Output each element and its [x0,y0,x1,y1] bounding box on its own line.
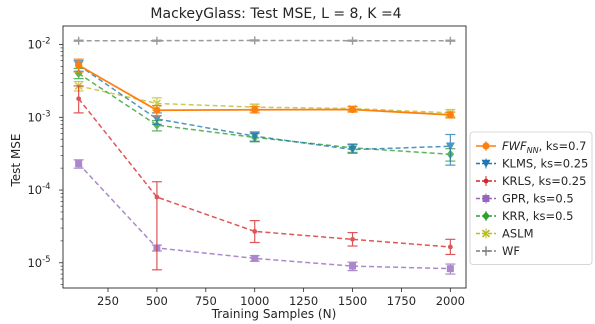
point-fwf [75,61,83,69]
point-krls [154,194,160,200]
point-gpr [349,262,357,270]
legend-label-krls: KRLS, ks=0.25 [502,174,586,188]
x-tick-label: 1250 [289,294,318,308]
axes-frame [62,25,467,289]
x-tick-label: 1750 [387,294,416,308]
legend-item-fwf: FWFNN, ks=0.7 [476,139,586,155]
legend-label-gpr: GPR, ks=0.5 [502,192,574,206]
y-axis-label: Test MSE [9,134,23,188]
x-tick-label: 500 [146,294,168,308]
point-klms [250,132,260,141]
point-fwf [446,111,454,119]
y-tick-label: 10-3 [27,109,50,124]
series-line-gpr [78,163,451,270]
point-klms [348,145,358,154]
legend-marker-klms [481,159,491,168]
x-tick-label: 750 [195,294,217,308]
legend-marker-krls [483,178,489,184]
series-krr [73,67,456,162]
point-krls [447,244,453,250]
legend-marker-wf [482,247,490,255]
point-krls [350,236,355,242]
legend-item-aslm: ASLM [476,227,534,241]
point-krls [252,229,258,234]
point-fwf [251,106,259,114]
legend-box [469,131,593,265]
point-wf [446,36,455,45]
legend-marker-aslm [481,229,491,238]
x-tick-label: 1500 [338,294,367,308]
point-gpr [446,265,454,273]
legend-marker-krr [482,211,490,221]
y-tick-label: 10-2 [27,37,50,52]
legend-label-aslm: ASLM [502,227,534,241]
point-wf [152,36,161,45]
series-line-krr [78,72,451,156]
point-krr [153,120,161,130]
series-wf [73,36,456,45]
point-klms [445,142,455,151]
series-fwf [73,58,456,119]
legend-item-krls: KRLS, ks=0.25 [476,174,586,188]
legend-marker-fwf [482,142,490,150]
point-fwf [153,106,161,114]
series-klms [73,60,456,166]
legend-label-fwf: FWFNN, ks=0.7 [502,139,586,155]
chart-title: MackeyGlass: Test MSE, L = 8, K =4 [150,6,401,22]
legend-item-klms: KLMS, ks=0.25 [476,157,588,171]
x-tick-label: 2000 [436,294,465,308]
series-gpr [73,159,456,275]
series-krls [73,85,456,271]
point-gpr [75,160,83,168]
point-krls [76,96,82,102]
legend-marker-gpr [482,195,490,202]
point-klms [152,115,162,124]
point-wf [74,36,83,45]
y-tick-label: 10-5 [27,255,50,270]
legend-item-wf: WF [476,244,520,258]
x-tick-label: 250 [97,294,119,308]
legend-label-wf: WF [502,244,520,258]
x-axis-label: Training Samples (N) [211,307,337,321]
legend-item-krr: KRR, ks=0.5 [476,209,573,223]
point-fwf [348,105,357,114]
legend-item-gpr: GPR, ks=0.5 [476,192,574,206]
series-line-krls [78,98,451,248]
legend-label-klms: KLMS, ks=0.25 [502,157,588,171]
point-gpr [251,254,259,262]
point-wf [348,36,357,45]
x-tick-label: 1000 [240,294,269,308]
plot-area: 250 500 750 1000 1250 1500 1750 2000 10-5 10-4 10-… [27,25,467,308]
point-wf [250,36,259,45]
legend: FWFNN, ks=0.7 KLMS, ks=0.25 KRLS, ks=0.25 G… [469,131,593,265]
y-tick-label: 10-4 [27,182,50,197]
legend-label-krr: KRR, ks=0.5 [502,209,573,223]
